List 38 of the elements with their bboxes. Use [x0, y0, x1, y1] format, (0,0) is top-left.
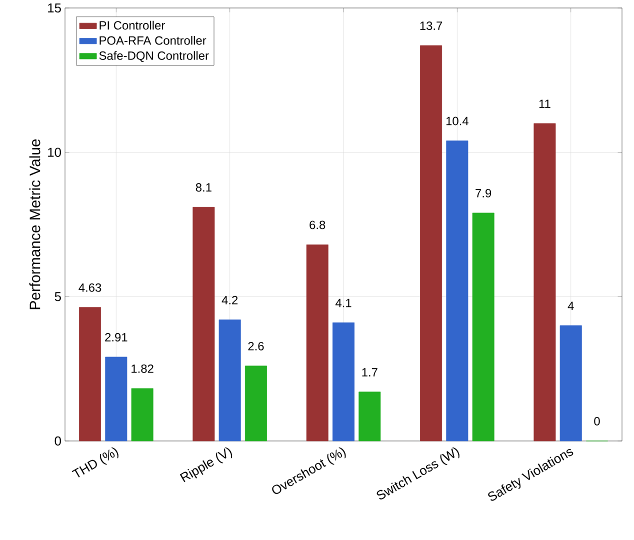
y-tick-label: 15 [48, 3, 61, 12]
bar [446, 140, 468, 442]
bar [306, 244, 328, 442]
bar [560, 325, 582, 442]
bar [79, 307, 102, 442]
data-label: 8.1 [196, 183, 212, 192]
bar [472, 212, 494, 442]
bar [358, 392, 381, 442]
data-label: 4.63 [78, 283, 102, 292]
legend-label: Safe-DQN Controller [99, 51, 209, 62]
data-label: 4 [568, 302, 574, 310]
bar [192, 206, 215, 442]
data-label: 1.7 [362, 368, 378, 376]
data-label: 6.8 [310, 220, 326, 230]
y-tick-label: 0 [54, 436, 61, 446]
data-label: 4.2 [222, 296, 238, 304]
data-label: 1.82 [132, 364, 154, 373]
bar [534, 123, 556, 442]
data-label: 4.1 [335, 298, 352, 308]
legend-label: PI Controller [100, 20, 165, 30]
x-tick-label: THD (%) [72, 447, 118, 478]
bar [420, 45, 442, 442]
bar [131, 388, 154, 442]
bar [218, 320, 241, 442]
data-label: 10.4 [446, 116, 468, 126]
data-label: 11 [539, 100, 550, 108]
y-tick-label: 10 [48, 148, 61, 157]
bar [332, 322, 355, 442]
data-label: 2.6 [248, 342, 264, 350]
y-tick-label: 5 [54, 292, 61, 302]
bar [244, 366, 267, 442]
data-label: 13.7 [420, 22, 442, 30]
bar [105, 356, 128, 442]
legend-label: POA-RFA Controller [100, 36, 206, 45]
y-axis-title: Performance Metric Value [29, 139, 40, 310]
data-label: 7.9 [476, 188, 492, 198]
data-label: 0 [594, 417, 600, 426]
data-label: 2.91 [105, 333, 128, 342]
